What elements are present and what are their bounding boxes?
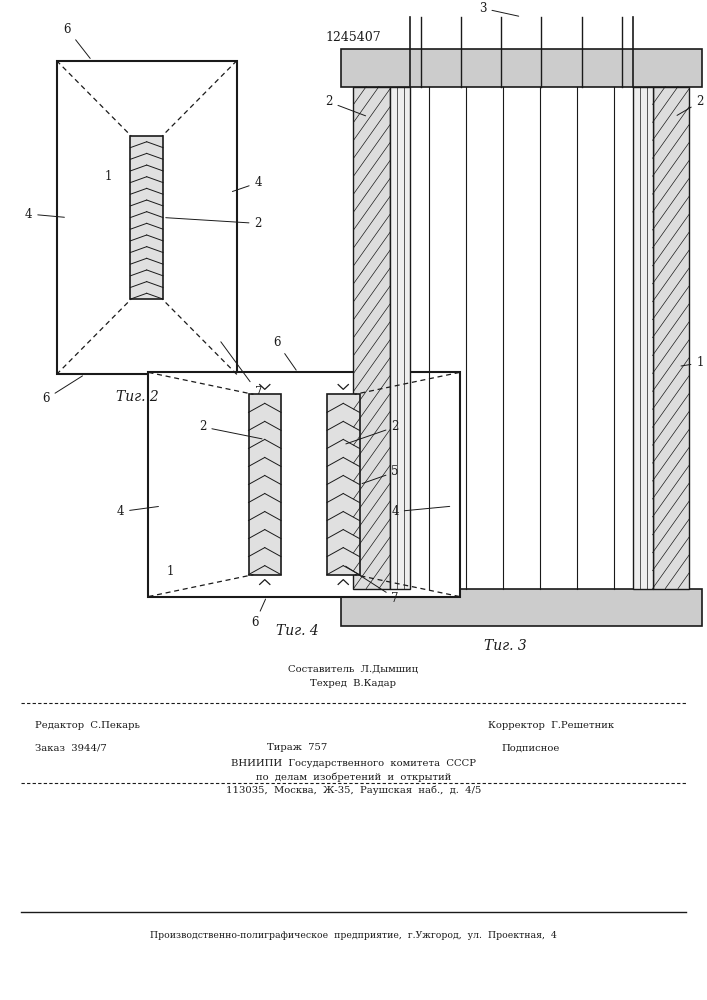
Text: 2: 2 [325, 95, 366, 116]
Text: 4: 4 [117, 505, 158, 518]
Bar [57, 61, 237, 374]
Text: 6: 6 [251, 599, 266, 629]
Text: Редактор  С.Пекарь: Редактор С.Пекарь [35, 721, 140, 730]
Text: 6: 6 [64, 23, 90, 58]
Text: 6: 6 [42, 376, 83, 405]
Text: Τиг. 4: Τиг. 4 [276, 624, 318, 638]
Bar [633, 87, 653, 589]
Bar [327, 394, 360, 575]
Text: Подписное: Подписное [501, 743, 559, 752]
Text: Техред  В.Кадар: Техред В.Кадар [310, 679, 397, 688]
Text: Составитель  Л.Дымшиц: Составитель Л.Дымшиц [288, 665, 419, 674]
Text: 5: 5 [362, 465, 399, 484]
Text: Тираж  757: Тираж 757 [267, 743, 327, 752]
Text: Τиг. 2: Τиг. 2 [117, 390, 159, 404]
Bar [341, 49, 702, 87]
Bar [130, 136, 163, 299]
Text: 7: 7 [346, 566, 399, 605]
Bar [653, 87, 689, 589]
Text: 6: 6 [273, 336, 296, 370]
Bar [390, 87, 410, 589]
Text: 3: 3 [479, 2, 519, 16]
Text: ВНИИПИ  Государственного  комитета  СССР: ВНИИПИ Государственного комитета СССР [231, 759, 476, 768]
Text: по  делам  изобретений  и  открытий: по делам изобретений и открытий [256, 772, 451, 782]
Text: 1: 1 [104, 170, 112, 183]
Text: Τиг. 3: Τиг. 3 [484, 639, 527, 653]
Text: 2: 2 [677, 95, 703, 115]
Text: 7: 7 [221, 342, 262, 399]
Text: 2: 2 [199, 420, 262, 439]
Text: 1245407: 1245407 [326, 31, 381, 44]
Text: 113035,  Москва,  Ж-35,  Раушская  наб.,  д.  4/5: 113035, Москва, Ж-35, Раушская наб., д. … [226, 785, 481, 795]
Bar [148, 372, 460, 597]
Text: 2: 2 [165, 217, 262, 230]
Bar [341, 589, 702, 626]
Text: 2: 2 [346, 420, 399, 444]
Text: 1: 1 [681, 356, 703, 369]
Text: Корректор  Г.Решетник: Корректор Г.Решетник [489, 721, 614, 730]
Bar [248, 394, 281, 575]
Text: 4: 4 [233, 176, 262, 192]
Text: 1: 1 [166, 565, 173, 578]
Bar [354, 87, 390, 589]
Text: Заказ  3944/7: Заказ 3944/7 [35, 743, 107, 752]
Text: Производственно-полиграфическое  предприятие,  г.Ужгород,  ул.  Проектная,  4: Производственно-полиграфическое предприя… [150, 931, 557, 940]
Text: 4: 4 [392, 505, 450, 518]
Text: 4: 4 [25, 208, 64, 221]
